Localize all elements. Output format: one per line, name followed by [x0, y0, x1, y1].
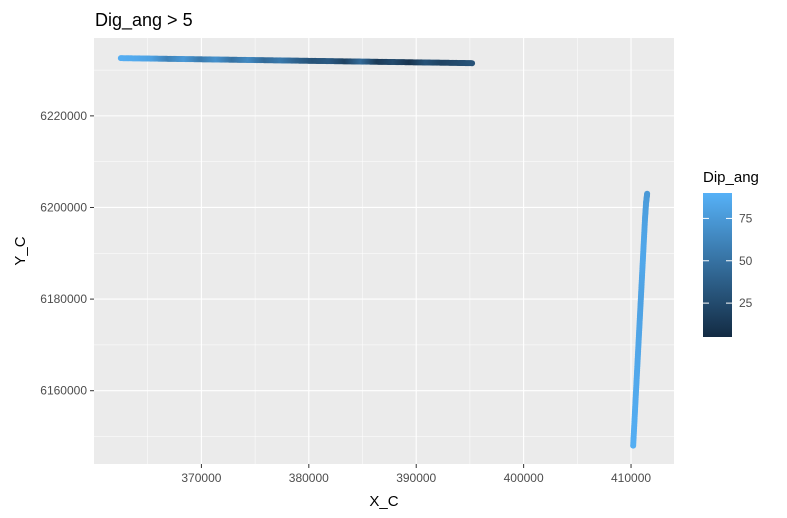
y-tick-label: 6220000 — [40, 109, 87, 123]
x-tick-label: 390000 — [396, 471, 436, 485]
legend-tick-label: 50 — [739, 254, 753, 268]
y-axis: 6160000 6180000 6200000 6220000 — [40, 109, 94, 398]
grid — [94, 38, 674, 464]
y-axis-title: Y_C — [12, 236, 29, 265]
x-tick-label: 410000 — [611, 471, 651, 485]
chart-title: Dig_ang > 5 — [95, 10, 193, 31]
legend-ticks: 25 50 75 — [703, 211, 753, 310]
x-axis-title: X_C — [369, 493, 398, 510]
legend-tick-label: 75 — [739, 211, 753, 225]
legend-title: Dip_ang — [703, 169, 759, 186]
legend-colorbar — [703, 193, 732, 337]
plot-panel — [94, 38, 674, 464]
x-tick-label: 370000 — [181, 471, 221, 485]
y-tick-label: 6160000 — [40, 384, 87, 398]
y-tick-label: 6200000 — [40, 200, 87, 214]
y-tick-label: 6180000 — [40, 292, 87, 306]
data-point — [644, 190, 651, 197]
data-points — [117, 55, 651, 449]
legend: Dip_ang 25 50 75 — [703, 169, 759, 337]
x-tick-label: 400000 — [504, 471, 544, 485]
legend-tick-label: 25 — [739, 296, 753, 310]
data-point — [469, 60, 476, 67]
x-axis: 370000 380000 390000 400000 410000 — [181, 464, 651, 485]
x-tick-label: 380000 — [289, 471, 329, 485]
